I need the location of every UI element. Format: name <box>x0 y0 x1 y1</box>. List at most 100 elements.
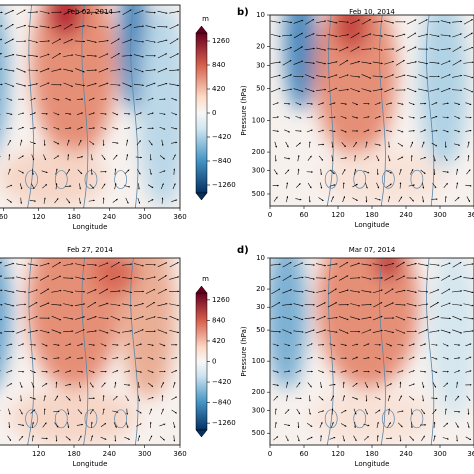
wind-arrow <box>19 183 23 190</box>
wind-arrow <box>145 68 156 72</box>
wind-arrow <box>386 102 393 105</box>
wind-arrow <box>418 88 429 92</box>
y-tick-label: 10 <box>256 254 265 262</box>
wind-arrow <box>432 182 437 189</box>
field-blob <box>335 15 368 52</box>
wind-arrow <box>374 143 381 146</box>
wind-arrow <box>350 290 361 293</box>
wind-arrow <box>145 276 156 280</box>
wind-arrow <box>65 383 72 386</box>
colorbar-tick-label: 0 <box>212 358 216 366</box>
wind-arrow <box>157 10 168 14</box>
wind-arrow <box>100 422 107 427</box>
wind-arrow <box>273 436 279 441</box>
wind-arrow <box>376 435 379 442</box>
wind-arrow <box>340 102 347 105</box>
wind-arrow <box>295 130 302 132</box>
wind-arrow <box>327 87 338 93</box>
wind-arrow <box>0 275 3 278</box>
wind-arrow <box>74 263 86 267</box>
wind-arrow <box>418 316 429 320</box>
wind-arrow <box>0 38 3 41</box>
wind-arrow <box>350 60 361 65</box>
wind-arrow <box>350 316 361 320</box>
wind-arrow <box>145 39 156 43</box>
wind-arrow <box>171 356 178 360</box>
wind-arrow <box>353 435 357 442</box>
wind-arrow <box>463 87 474 93</box>
wind-arrow <box>147 112 154 115</box>
wind-arrow <box>124 169 130 175</box>
wind-arrow <box>440 302 451 307</box>
x-tick-label: 180 <box>365 211 378 219</box>
wind-arrow <box>293 290 304 293</box>
y-tick-label: 10 <box>256 11 265 19</box>
wind-arrow <box>433 421 436 428</box>
colorbar <box>195 292 208 431</box>
wind-arrow <box>465 184 472 187</box>
wind-arrow <box>39 10 50 14</box>
x-tick-label: 120 <box>331 450 344 458</box>
wind-arrow <box>320 182 323 189</box>
wind-arrow <box>147 356 154 360</box>
wind-arrow <box>386 183 392 188</box>
wind-arrow <box>329 130 336 133</box>
colorbar-tick-label: −420 <box>212 133 231 141</box>
wind-arrow <box>463 317 474 320</box>
wind-arrow <box>408 356 415 360</box>
wind-arrow <box>76 112 84 115</box>
wind-arrow <box>76 343 84 347</box>
wind-arrow <box>98 10 109 14</box>
wind-arrow <box>15 303 27 306</box>
wind-arrow <box>327 61 338 65</box>
wind-arrow <box>63 38 73 44</box>
wind-arrow <box>74 276 86 280</box>
wind-arrow <box>148 435 153 442</box>
wind-arrow <box>338 21 349 24</box>
wind-arrow <box>7 139 11 146</box>
wind-arrow <box>295 198 302 201</box>
wind-arrow <box>122 303 133 307</box>
wind-arrow <box>338 329 349 334</box>
wind-arrow <box>372 75 383 78</box>
wind-arrow <box>272 102 279 105</box>
wind-arrow <box>135 156 143 159</box>
wind-arrow <box>286 195 289 203</box>
wind-arrow <box>406 262 417 267</box>
wind-arrow <box>349 276 361 279</box>
wind-arrow <box>372 34 383 37</box>
wind-arrow <box>338 33 349 37</box>
wind-arrow <box>417 290 429 293</box>
wind-arrow <box>159 343 166 347</box>
x-tick-label: 300 <box>433 211 446 219</box>
wind-arrow <box>384 302 394 308</box>
wind-arrow <box>274 155 277 162</box>
wind-arrow <box>63 82 74 87</box>
wind-arrow <box>330 395 335 402</box>
wind-arrow <box>41 370 48 373</box>
wind-arrow <box>159 126 166 130</box>
wind-arrow <box>88 127 95 129</box>
wind-arrow <box>282 329 292 334</box>
wind-arrow <box>318 410 325 413</box>
wind-arrow <box>147 396 154 400</box>
wind-arrow <box>340 115 347 119</box>
wind-arrow <box>452 275 462 281</box>
wind-arrow <box>88 356 95 360</box>
colorbar <box>195 32 208 194</box>
wind-arrow <box>137 197 141 204</box>
colorbar-tick-label: −840 <box>212 399 231 407</box>
wind-arrow <box>342 435 345 442</box>
wind-arrow <box>444 408 447 415</box>
colorbar-tick-label: 840 <box>212 316 225 324</box>
wind-arrow <box>63 54 74 57</box>
wind-arrow <box>65 370 72 373</box>
wind-arrow <box>395 46 406 52</box>
wind-arrow <box>352 343 359 346</box>
wind-arrow <box>307 155 312 161</box>
wind-arrow <box>76 156 84 159</box>
x-tick-label: 180 <box>365 450 378 458</box>
wind-arrow <box>18 170 24 174</box>
wind-arrow <box>0 261 2 264</box>
panel-label: d) <box>237 245 249 256</box>
